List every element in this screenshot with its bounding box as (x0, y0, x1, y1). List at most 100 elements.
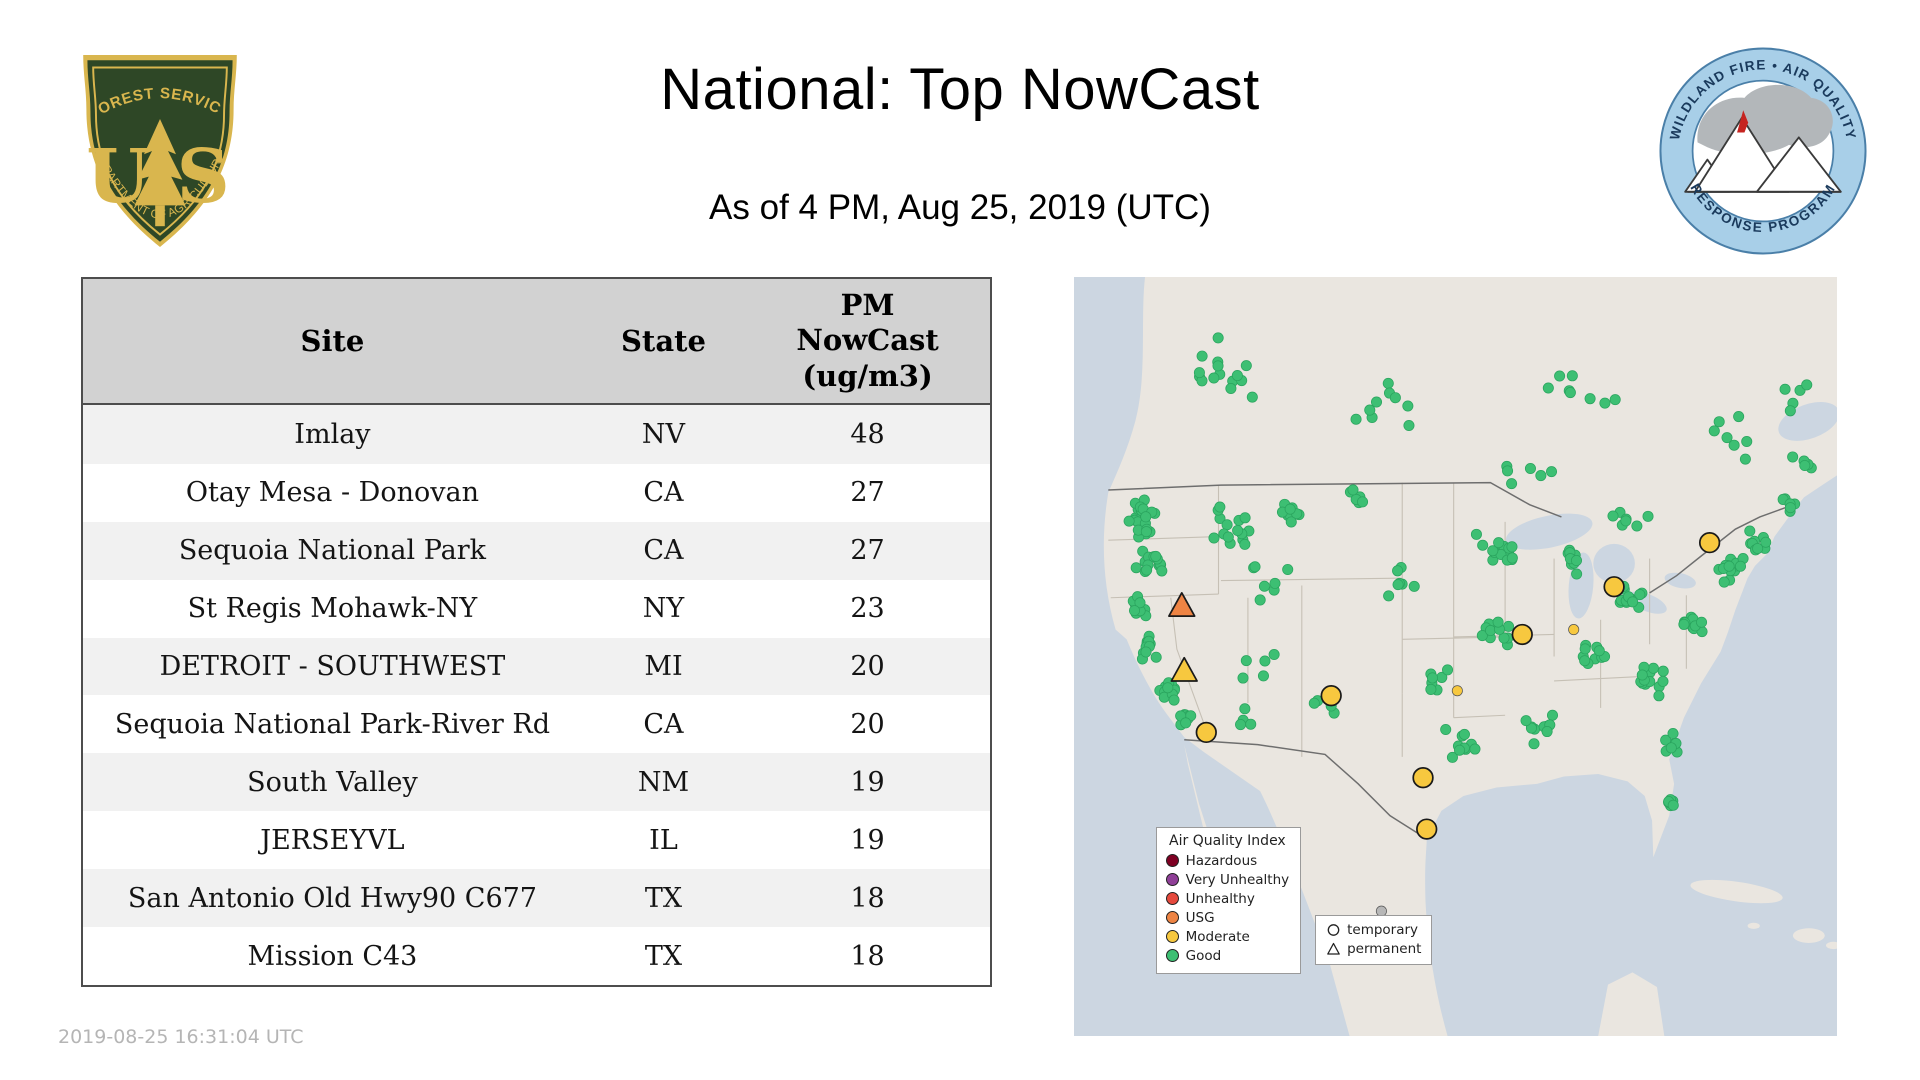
aqi-legend-item: Good (1165, 947, 1290, 966)
good-site-dot (1665, 742, 1677, 754)
good-site-dot (1520, 715, 1532, 727)
good-site-dot (1642, 510, 1654, 522)
good-site-dot (1240, 360, 1252, 372)
state-cell: CA (643, 535, 684, 567)
good-site-dot (1708, 425, 1720, 437)
state-cell: CA (643, 477, 684, 509)
flame-icon (1737, 110, 1749, 133)
pm-cell: 19 (850, 766, 885, 798)
site-cell: South Valley (247, 766, 418, 798)
moderate-site-circle-marker (1698, 531, 1721, 554)
good-site-dot (1454, 744, 1466, 756)
good-site-dot (1426, 672, 1438, 684)
good-site-dot (1620, 515, 1632, 527)
good-site-dot (1350, 413, 1362, 425)
good-site-dot (1579, 643, 1591, 655)
good-site-dot (1212, 360, 1224, 372)
good-site-dot (1653, 690, 1665, 702)
good-site-dot (1128, 605, 1141, 617)
good-site-dot (1402, 400, 1414, 412)
good-site-dot (1733, 411, 1745, 423)
good-site-dot (1382, 377, 1394, 389)
usfs-letter-s: S (177, 134, 230, 220)
good-site-dot (1196, 350, 1208, 362)
col-header-site: Site (83, 279, 582, 405)
good-site-dot (1383, 590, 1395, 602)
good-site-dot (1214, 501, 1226, 513)
good-site-dot (1721, 432, 1733, 444)
extra-site-dot (1451, 685, 1463, 697)
good-site-dot (1254, 594, 1266, 606)
good-site-dot (1140, 511, 1152, 523)
good-site-dot (1696, 616, 1708, 628)
good-site-dot (1487, 545, 1499, 557)
good-site-dot (1232, 525, 1244, 537)
table-row: Mission C43 TX 18 (83, 927, 990, 985)
aqi-legend-item: Very Unhealthy (1165, 871, 1289, 890)
good-site-dot (1150, 550, 1162, 562)
generation-timestamp: 2019-08-25 16:31:04 UTC (58, 1026, 304, 1048)
good-site-dot (1392, 579, 1404, 591)
good-site-dot (1657, 675, 1669, 687)
good-site-dot (1222, 531, 1234, 543)
good-site-dot (1739, 453, 1751, 465)
good-site-dot (1249, 561, 1261, 573)
good-site-dot (1787, 451, 1799, 463)
good-site-dot (1347, 484, 1359, 496)
good-site-dot (1212, 332, 1224, 344)
moderate-site-circle-marker (1195, 721, 1217, 744)
good-site-dot (1123, 515, 1135, 527)
permanent-legend-row: permanent (1326, 940, 1421, 959)
good-site-dot (1502, 465, 1514, 477)
aqi-legend-label: Hazardous (1185, 852, 1258, 869)
good-site-dot (1389, 392, 1401, 404)
aqi-legend-title: Air Quality Index (1169, 832, 1286, 849)
good-site-dot (1476, 630, 1488, 642)
site-cell: Otay Mesa - Donovan (185, 477, 479, 509)
aqi-color-dot (1165, 929, 1179, 943)
good-site-dot (1208, 372, 1220, 384)
good-site-dot (1258, 580, 1270, 592)
good-site-dot (1239, 538, 1251, 550)
good-site-dot (1779, 383, 1791, 395)
good-site-dot (1392, 565, 1404, 577)
nowcast-table: Site State PM NowCast (ug/m3) Imlay NV 48 O… (81, 277, 992, 987)
table-row: JERSEYVL IL 19 (83, 811, 990, 870)
aqi-color-dot (1165, 872, 1179, 886)
site-cell: DETROIT - SOUTHWEST (159, 650, 506, 682)
table-row: DETROIT - SOUTHWEST MI 20 (83, 637, 990, 696)
good-site-dot (1734, 560, 1747, 572)
good-site-dot (1607, 510, 1619, 522)
good-site-dot (1535, 470, 1547, 482)
moderate-site-circle-marker (1412, 767, 1434, 789)
good-site-dot (1259, 655, 1271, 667)
good-site-dot (1546, 466, 1558, 478)
moderate-site-circle-marker (1320, 685, 1342, 707)
aqi-legend-item: Hazardous (1165, 852, 1290, 871)
aqi-legend-item: USG (1165, 909, 1290, 928)
good-site-dot (1425, 683, 1437, 695)
good-site-dot (1141, 564, 1153, 576)
aqi-color-dot (1165, 891, 1179, 905)
good-site-dot (1308, 697, 1320, 709)
pm-cell: 20 (850, 650, 885, 682)
good-site-dot (1469, 743, 1481, 755)
good-site-dot (1357, 496, 1369, 508)
moderate-site-circle-marker (1603, 576, 1625, 598)
good-site-dot (1799, 460, 1811, 472)
state-cell: NY (642, 593, 685, 625)
cuba (1690, 879, 1783, 904)
good-site-dot (1150, 651, 1162, 663)
good-site-dot (1579, 655, 1591, 667)
permanent-marker-icon (1327, 942, 1340, 955)
good-site-dot (1245, 718, 1257, 730)
good-site-dot (1282, 563, 1294, 575)
good-site-dot (1225, 383, 1237, 395)
good-site-dot (1408, 580, 1420, 592)
good-site-dot (1364, 404, 1376, 416)
extra-site-dot (1568, 624, 1580, 636)
good-site-dot (1599, 397, 1611, 409)
shape-legend: temporary permanent (1315, 914, 1433, 965)
aqi-legend-label: Moderate (1185, 928, 1250, 945)
good-site-dot (1728, 439, 1740, 451)
